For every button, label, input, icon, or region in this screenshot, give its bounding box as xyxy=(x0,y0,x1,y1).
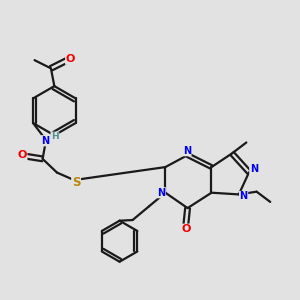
Text: N: N xyxy=(239,191,248,202)
Text: O: O xyxy=(66,54,75,64)
Text: N: N xyxy=(250,164,258,175)
Text: H: H xyxy=(51,132,59,141)
Text: O: O xyxy=(17,151,27,160)
Text: N: N xyxy=(41,136,50,146)
Text: O: O xyxy=(181,224,190,234)
Text: N: N xyxy=(183,146,191,156)
Text: N: N xyxy=(157,188,165,198)
Text: S: S xyxy=(72,176,80,189)
